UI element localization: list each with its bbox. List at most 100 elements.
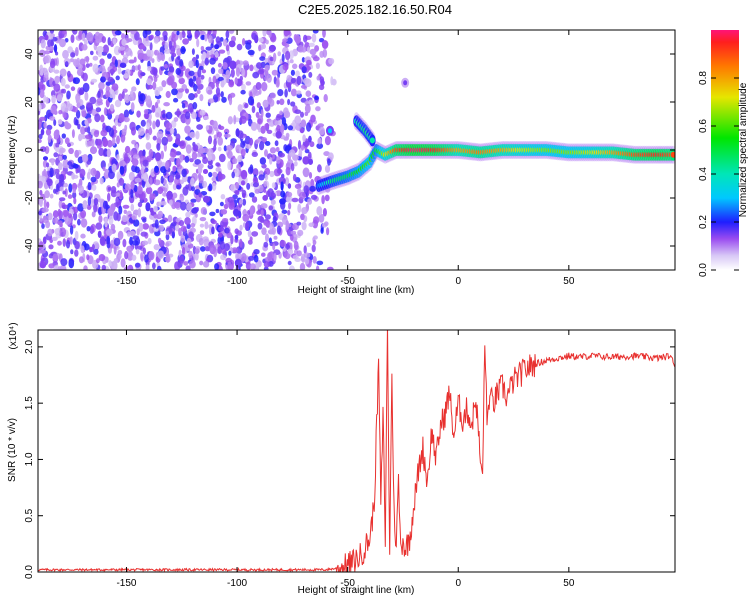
- noise-speck: [263, 241, 269, 248]
- snr-x-ticks: -150 -100 -50 0 50: [116, 330, 575, 589]
- noise-speck: [300, 213, 305, 220]
- isolated-core: [403, 80, 408, 86]
- noise-speck: [49, 193, 54, 199]
- noise-speck: [220, 80, 225, 88]
- noise-speck: [84, 39, 88, 46]
- noise-speck: [259, 141, 265, 151]
- noise-speck: [324, 164, 331, 173]
- noise-speck: [269, 92, 276, 99]
- noise-speck: [152, 81, 157, 91]
- noise-speck: [209, 57, 216, 65]
- noise-speck: [39, 261, 47, 269]
- noise-speck: [225, 69, 231, 79]
- noise-speck: [254, 188, 261, 194]
- noise-speck: [39, 64, 44, 73]
- noise-speck: [151, 58, 155, 63]
- noise-speck: [327, 158, 331, 166]
- noise-speck: [143, 175, 148, 182]
- noise-speck: [148, 251, 155, 261]
- noise-speck: [162, 113, 166, 119]
- noise-speck: [219, 37, 224, 42]
- noise-speck: [268, 237, 272, 244]
- noise-speck: [240, 89, 246, 95]
- noise-speck: [245, 221, 250, 231]
- noise-speck: [110, 203, 116, 211]
- noise-speck: [75, 109, 81, 119]
- noise-speck: [43, 168, 47, 179]
- noise-speck: [283, 107, 289, 117]
- noise-speck: [255, 82, 262, 90]
- noise-speck: [146, 78, 152, 85]
- noise-speck: [267, 252, 273, 261]
- noise-speck: [312, 256, 317, 264]
- noise-speck: [275, 79, 280, 88]
- noise-speck: [235, 67, 241, 77]
- noise-speck: [92, 55, 99, 61]
- noise-speck: [211, 226, 215, 235]
- noise-speck: [215, 36, 221, 44]
- noise-speck: [274, 140, 279, 147]
- noise-speck: [217, 76, 224, 82]
- noise-speck: [280, 124, 285, 133]
- noise-speck: [165, 160, 169, 171]
- noise-speck: [330, 76, 334, 86]
- noise-speck: [107, 186, 112, 191]
- x-tick-label: -100: [227, 578, 247, 589]
- noise-speck: [214, 263, 220, 270]
- noise-speck: [138, 150, 144, 159]
- noise-speck: [93, 198, 99, 206]
- noise-speck: [245, 81, 252, 86]
- noise-speck: [199, 109, 206, 116]
- noise-speck: [303, 34, 308, 43]
- spectrogram-marks: [38, 30, 675, 270]
- noise-speck: [292, 173, 297, 182]
- noise-speck: [320, 227, 324, 234]
- noise-speck: [273, 235, 278, 240]
- noise-speck: [191, 111, 197, 120]
- noise-speck: [297, 45, 304, 52]
- noise-speck: [171, 120, 177, 128]
- noise-speck: [165, 111, 173, 120]
- noise-speck: [201, 60, 205, 68]
- noise-speck: [222, 218, 229, 223]
- noise-speck: [89, 225, 95, 235]
- snr-x-label: Height of straight line (km): [298, 585, 415, 596]
- noise-speck: [153, 76, 158, 83]
- noise-speck: [181, 30, 186, 39]
- noise-speck: [300, 84, 308, 89]
- noise-speck: [249, 164, 254, 174]
- noise-speck: [204, 221, 209, 230]
- noise-speck: [288, 249, 294, 255]
- snr-frame: [37, 329, 676, 573]
- noise-speck: [218, 125, 225, 130]
- noise-speck: [217, 62, 222, 68]
- noise-speck: [126, 245, 134, 252]
- noise-speck: [49, 30, 55, 35]
- noise-speck: [60, 258, 68, 267]
- noise-speck: [284, 43, 290, 48]
- noise-speck: [215, 208, 220, 214]
- noise-speck: [57, 220, 63, 226]
- noise-speck: [324, 221, 329, 227]
- noise-speck: [301, 207, 308, 215]
- spectrogram-y-ticks: -40 -20 0 20 40: [24, 48, 675, 253]
- noise-speck: [40, 39, 46, 49]
- branch-core: [369, 137, 375, 144]
- noise-speck: [73, 197, 77, 205]
- noise-speck: [116, 135, 120, 145]
- noise-speck: [271, 69, 279, 76]
- noise-speck: [229, 60, 237, 70]
- y-tick-label: 0: [24, 147, 35, 153]
- noise-speck: [129, 150, 133, 156]
- noise-speck: [62, 154, 67, 160]
- noise-speck: [231, 247, 239, 254]
- noise-speck: [160, 150, 164, 160]
- noise-speck: [286, 162, 290, 168]
- noise-speck: [86, 204, 92, 211]
- noise-speck: [95, 107, 102, 113]
- noise-speck: [58, 155, 63, 161]
- x-tick-label: 50: [563, 578, 575, 589]
- noise-speck: [220, 241, 225, 250]
- noise-speck: [241, 83, 246, 91]
- noise-speck: [199, 230, 205, 236]
